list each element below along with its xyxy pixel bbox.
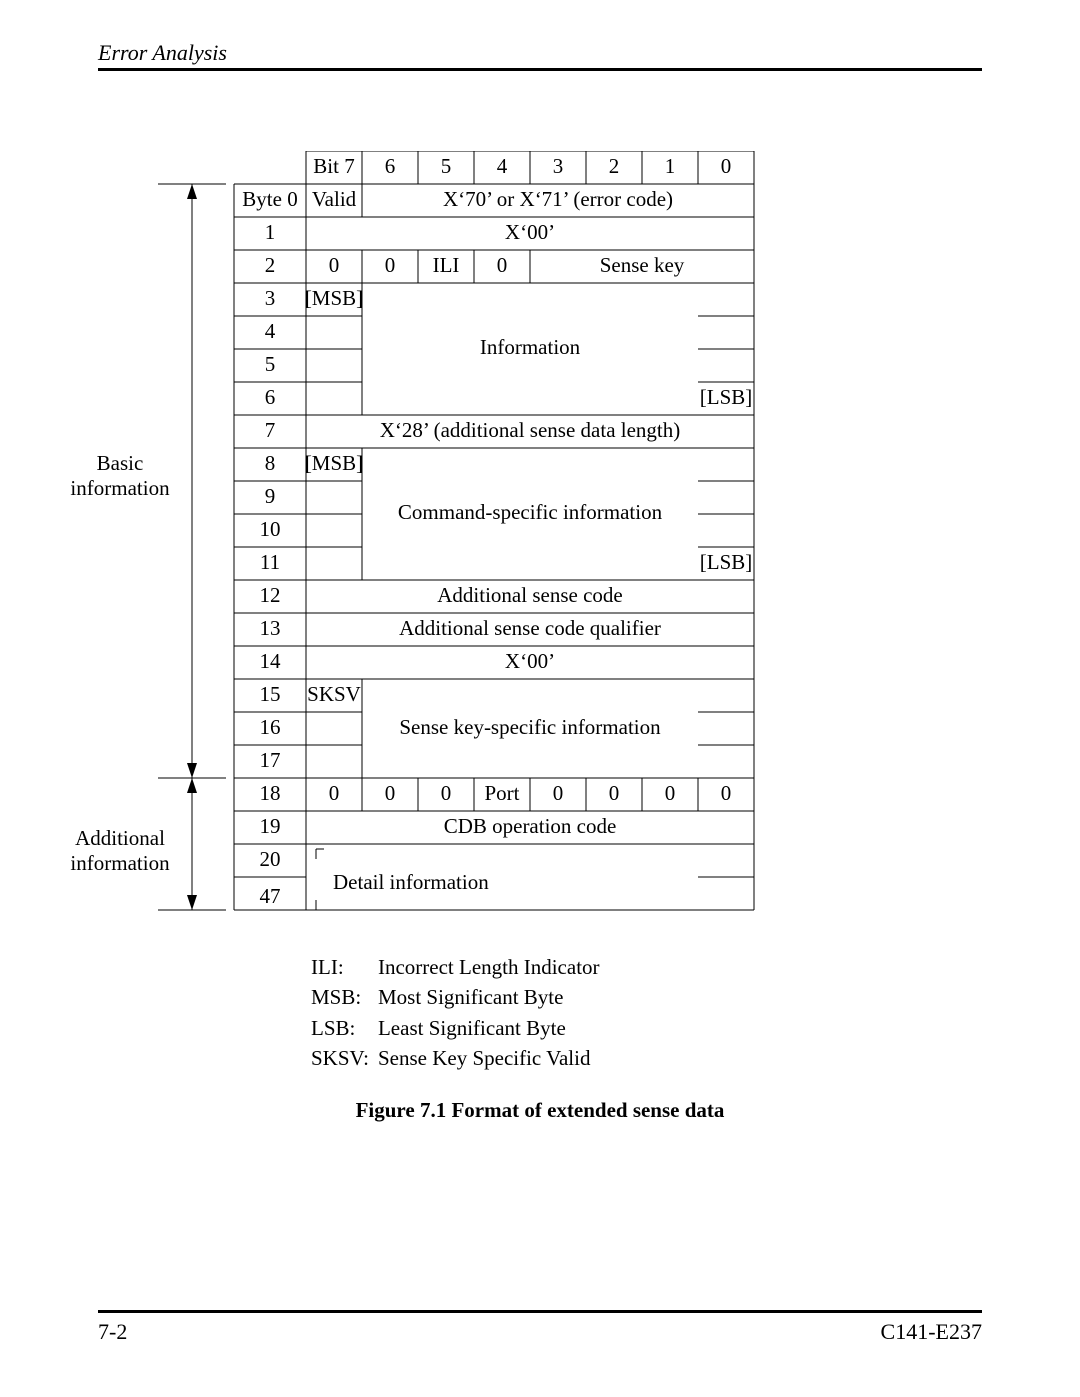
b18-c2: 0 — [609, 781, 620, 805]
sksi-label: Sense key-specific information — [399, 715, 661, 739]
b6-lsb: [LSB] — [700, 385, 753, 409]
b16-label: 16 — [260, 715, 281, 739]
bit3-label: 3 — [553, 154, 564, 178]
b18-c3: 0 — [553, 781, 564, 805]
b9-label: 9 — [265, 484, 276, 508]
b13-label: 13 — [260, 616, 281, 640]
glossary-row: MSB:Most Significant Byte — [310, 983, 601, 1011]
byte0-errorcode: X‘70’ or X‘71’ (error code) — [443, 187, 673, 211]
b2-c6: 0 — [385, 253, 396, 277]
basic-info-label: Basic information — [60, 451, 180, 501]
doc-id: C141-E237 — [881, 1319, 982, 1345]
b18-c5: 0 — [441, 781, 452, 805]
byte1-label: 1 — [265, 220, 276, 244]
b18-c0: 0 — [721, 781, 732, 805]
b18-c6: 0 — [385, 781, 396, 805]
b3-msb: [MSB] — [305, 286, 363, 310]
page-footer: 7-2 C141-E237 — [98, 1310, 982, 1345]
b14-val: X‘00’ — [505, 649, 555, 673]
b18-c7: 0 — [329, 781, 340, 805]
b18-label: 18 — [260, 781, 281, 805]
byte0-label: Byte 0 — [242, 187, 297, 211]
b11-label: 11 — [260, 550, 280, 574]
b3-label: 3 — [265, 286, 276, 310]
bit5-label: 5 — [441, 154, 452, 178]
bit1-label: 1 — [665, 154, 676, 178]
section-header: Error Analysis — [98, 40, 982, 71]
bit6-label: 6 — [385, 154, 396, 178]
b15-sksv: SKSV — [307, 682, 361, 706]
cmd-spec-label: Command-specific information — [398, 500, 663, 524]
b17-label: 17 — [260, 748, 281, 772]
b18-c1: 0 — [665, 781, 676, 805]
b20-label: 20 — [260, 847, 281, 871]
glossary-row: ILI:Incorrect Length Indicator — [310, 953, 601, 981]
b2-c7: 0 — [329, 253, 340, 277]
detail-label: Detail information — [333, 870, 489, 894]
glossary-table: ILI:Incorrect Length Indicator MSB:Most … — [308, 951, 603, 1074]
b19-label: 19 — [260, 814, 281, 838]
sense-data-diagram: Bit 7 6 5 4 3 2 1 0 Byte 0 Valid X‘70’ o… — [98, 151, 982, 911]
figure-caption: Figure 7.1 Format of extended sense data — [98, 1098, 982, 1123]
b6-label: 6 — [265, 385, 276, 409]
b4-label: 4 — [265, 319, 276, 343]
b5-label: 5 — [265, 352, 276, 376]
diagram-svg: Bit 7 6 5 4 3 2 1 0 Byte 0 Valid X‘70’ o… — [98, 151, 982, 911]
b2-ili: ILI — [433, 253, 460, 277]
bit2-label: 2 — [609, 154, 620, 178]
b2-c4: 0 — [497, 253, 508, 277]
bit4-label: 4 — [497, 154, 508, 178]
b11-lsb: [LSB] — [700, 550, 753, 574]
b13-val: Additional sense code qualifier — [399, 616, 661, 640]
b12-label: 12 — [260, 583, 281, 607]
b8-msb: [MSB] — [305, 451, 363, 475]
b2-sensekey: Sense key — [600, 253, 685, 277]
byte1-val: X‘00’ — [505, 220, 555, 244]
b7-label: 7 — [265, 418, 276, 442]
b10-label: 10 — [260, 517, 281, 541]
b47-label: 47 — [260, 884, 281, 908]
glossary-row: LSB:Least Significant Byte — [310, 1014, 601, 1042]
b12-val: Additional sense code — [437, 583, 622, 607]
b15-label: 15 — [260, 682, 281, 706]
byte0-valid: Valid — [312, 187, 357, 211]
b8-label: 8 — [265, 451, 276, 475]
byte2-label: 2 — [265, 253, 276, 277]
b19-val: CDB operation code — [444, 814, 617, 838]
b18-port: Port — [484, 781, 519, 805]
bit0-label: 0 — [721, 154, 732, 178]
page-number: 7-2 — [98, 1319, 127, 1345]
information-label: Information — [480, 335, 581, 359]
b7-val: X‘28’ (additional sense data length) — [380, 418, 681, 442]
additional-info-label: Additional information — [60, 826, 180, 876]
glossary-row: SKSV:Sense Key Specific Valid — [310, 1044, 601, 1072]
b14-label: 14 — [260, 649, 282, 673]
bit7-label: Bit 7 — [313, 154, 354, 178]
